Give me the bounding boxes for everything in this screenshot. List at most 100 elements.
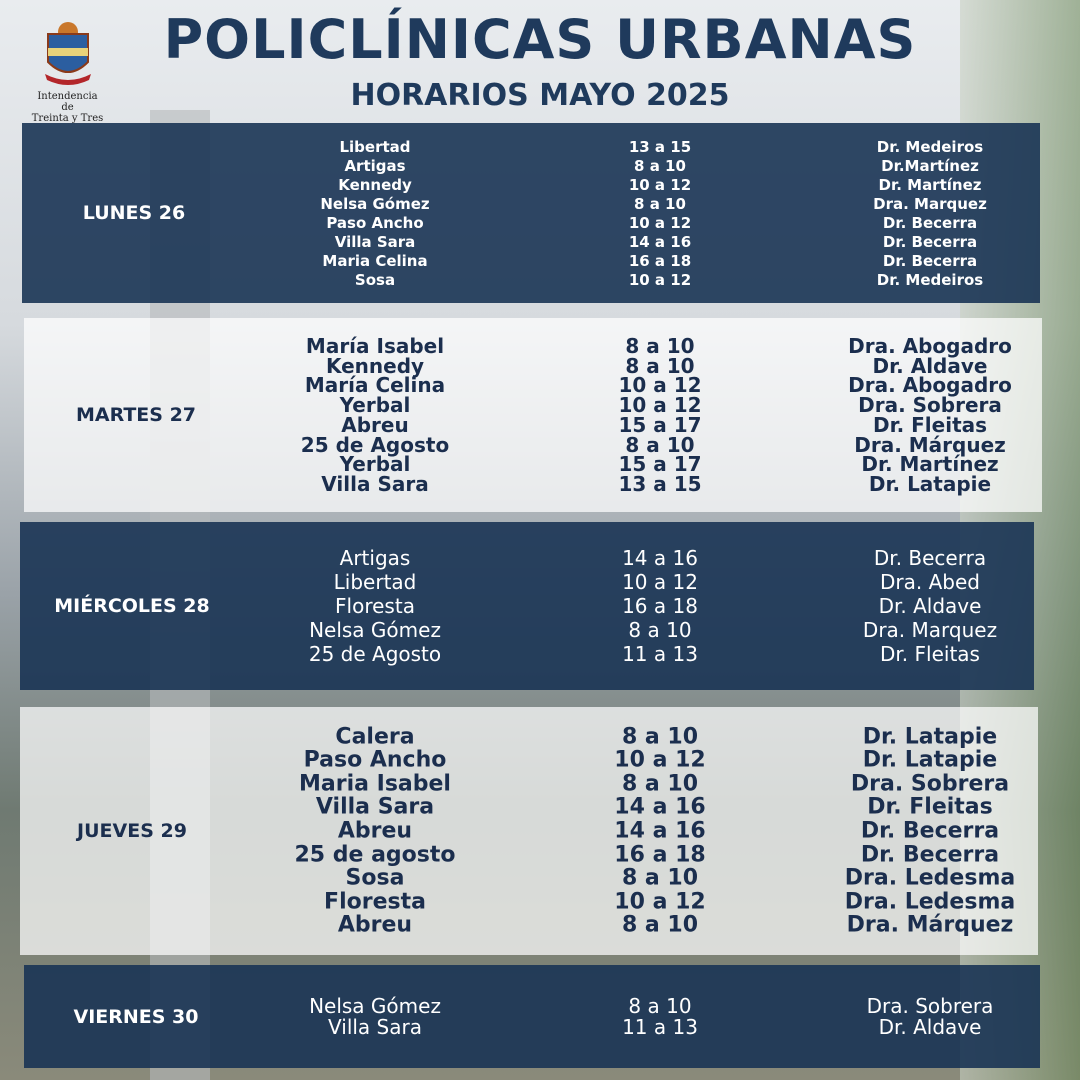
doctor: Dr. Fleitas (867, 794, 993, 820)
doctor: Dr. Aldave (878, 594, 982, 618)
place: Villa Sara (321, 472, 429, 497)
place: María Celina (304, 373, 446, 398)
place: 25 de Agosto (300, 432, 450, 457)
place: Abreu (337, 818, 413, 844)
place: Calera (335, 724, 415, 750)
day-block: JUEVES 29 Calera 8 a 10 Dr. Latapie Paso Anc… (20, 707, 1038, 955)
doctor: Dr. Becerra (882, 213, 978, 232)
hours: 15 a 17 (618, 452, 702, 477)
day-block: MARTES 27 María Isabel 8 a 10 Dra. Abogadro… (24, 318, 1042, 512)
place: Kennedy (338, 175, 412, 194)
doctor: Dr. Becerra (882, 232, 978, 251)
hours: 8 a 10 (625, 333, 695, 358)
hours: 8 a 10 (621, 724, 699, 750)
place: Nelsa Gómez (309, 993, 441, 1018)
hours: 14 a 16 (614, 794, 706, 820)
logo-text: Intendencia de (37, 91, 98, 113)
place: Floresta (335, 594, 415, 618)
place: Sosa (345, 865, 405, 891)
doctor: Dra. Sobrera (866, 993, 994, 1018)
doctor: Dr.Martínez (881, 156, 979, 175)
hours: 14 a 16 (622, 546, 698, 570)
day-block: MIÉRCOLES 28 Artigas 14 a 16 Dr. Becerra Lib… (20, 522, 1034, 690)
place: Floresta (324, 889, 426, 915)
logo-shield (44, 22, 91, 85)
doctor: Dr. Becerra (873, 546, 987, 570)
doctor: Dr. Becerra (860, 818, 1000, 844)
place: Villa Sara (328, 1015, 422, 1040)
place: Villa Sara (334, 232, 416, 251)
hours: 8 a 10 (621, 865, 699, 891)
subtitle: HORARIOS MAYO 2025 (350, 78, 730, 113)
hours: 10 a 12 (628, 175, 692, 194)
hours: 10 a 12 (618, 393, 702, 418)
day-label: MIÉRCOLES 28 (54, 595, 210, 617)
hours: 11 a 13 (622, 1015, 698, 1040)
doctor: Dra. Abed (880, 570, 980, 594)
doctor: Dr. Aldave (878, 1015, 982, 1040)
doctor: Dr. Medeiros (876, 270, 984, 289)
day-label: LUNES 26 (82, 202, 186, 224)
hours: 14 a 16 (628, 232, 692, 251)
place: Abreu (341, 412, 409, 437)
hours: 16 a 18 (622, 594, 698, 618)
hours: 8 a 10 (628, 993, 692, 1018)
place: 25 de agosto (294, 842, 456, 868)
doctor: Dra. Márquez (854, 432, 1006, 457)
place: Paso Ancho (303, 747, 447, 773)
day-label: MARTES 27 (75, 404, 197, 426)
day-label: VIERNES 30 (73, 1005, 199, 1028)
logo: Intendencia de Treinta y Tres (30, 20, 105, 124)
logo-text: Treinta y Tres (31, 113, 104, 124)
place: Abreu (337, 912, 413, 938)
doctor: Dra. Márquez (846, 912, 1014, 938)
title: POLICLÍNICAS URBANAS (163, 8, 917, 71)
hours: 10 a 12 (614, 747, 706, 773)
day-block: VIERNES 30 Nelsa Gómez 8 a 10 Dra. Sobrera V… (24, 965, 1040, 1068)
hours: 10 a 12 (628, 213, 692, 232)
place: Kennedy (325, 353, 425, 378)
hours: 13 a 15 (618, 472, 702, 497)
place: Libertad (339, 137, 411, 156)
place: Yerbal (339, 393, 411, 418)
hours: 8 a 10 (634, 156, 686, 175)
hours: 8 a 10 (621, 771, 699, 797)
hours: 15 a 17 (618, 412, 702, 437)
doctor: Dra. Marquez (873, 194, 987, 213)
doctor: Dr. Latapie (868, 472, 992, 497)
place: Villa Sara (315, 794, 435, 820)
place: Yerbal (339, 452, 411, 477)
day-block: LUNES 26 Libertad 13 a 15 Dr. Medeiros Artig… (22, 123, 1040, 303)
place: María Isabel (305, 333, 445, 358)
doctor: Dr. Fleitas (872, 412, 988, 437)
place: Nelsa Gómez (320, 194, 430, 213)
hours: 10 a 12 (622, 570, 698, 594)
place: Artigas (339, 546, 411, 570)
hours: 13 a 15 (628, 137, 692, 156)
hours: 11 a 13 (622, 642, 698, 666)
doctor: Dr. Becerra (860, 842, 1000, 868)
doctor: Dr. Medeiros (876, 137, 984, 156)
doctor: Dr. Fleitas (880, 642, 980, 666)
doctor: Dr. Becerra (882, 251, 978, 270)
doctor: Dr. Aldave (872, 353, 988, 378)
place: Libertad (333, 570, 417, 594)
doctor: Dr. Latapie (862, 747, 998, 773)
hours: 8 a 10 (628, 618, 692, 642)
hours: 8 a 10 (634, 194, 686, 213)
doctor: Dr. Martínez (878, 175, 982, 194)
hours: 14 a 16 (614, 818, 706, 844)
place: Paso Ancho (326, 213, 424, 232)
hours: 10 a 12 (614, 889, 706, 915)
doctor: Dra. Marquez (862, 618, 998, 642)
place: Maria Isabel (299, 771, 451, 797)
hours: 10 a 12 (618, 373, 702, 398)
hours: 8 a 10 (625, 432, 695, 457)
doctor: Dra. Sobrera (850, 771, 1010, 797)
place: Nelsa Gómez (309, 618, 441, 642)
hours: 16 a 18 (628, 251, 692, 270)
hours: 16 a 18 (614, 842, 706, 868)
doctor: Dra. Abogadro (848, 333, 1012, 358)
place: 25 de Agosto (308, 642, 442, 666)
